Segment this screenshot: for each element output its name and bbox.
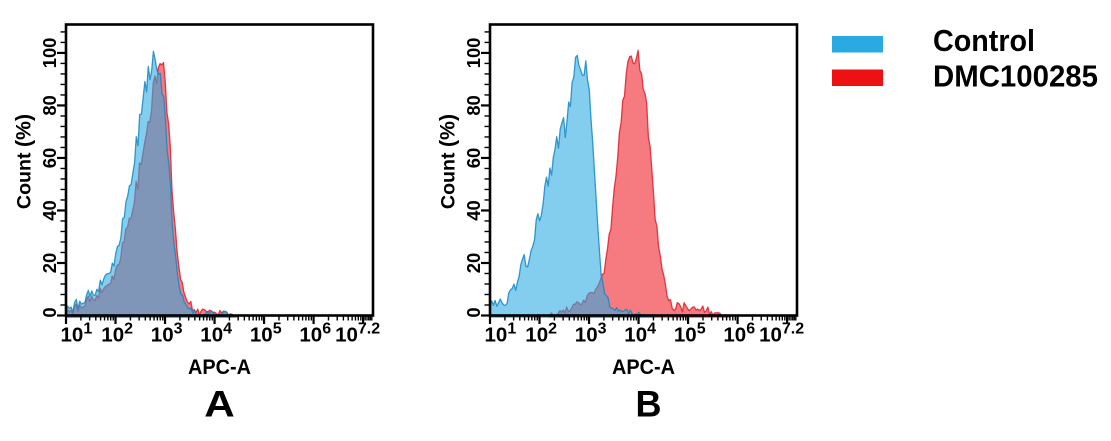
- svg-text:B: B: [636, 384, 662, 425]
- svg-text:0: 0: [463, 307, 484, 317]
- svg-text:40: 40: [39, 200, 60, 220]
- svg-text:A: A: [204, 384, 235, 425]
- svg-text:101: 101: [61, 320, 93, 346]
- svg-text:Count (%): Count (%): [12, 114, 36, 209]
- svg-text:40: 40: [463, 200, 484, 220]
- svg-text:107.2: 107.2: [335, 320, 380, 346]
- svg-text:20: 20: [463, 253, 484, 273]
- svg-text:60: 60: [39, 148, 60, 168]
- svg-text:Count (%): Count (%): [436, 114, 460, 209]
- svg-text:100: 100: [39, 38, 60, 69]
- svg-text:DMC100285: DMC100285: [933, 59, 1098, 94]
- svg-text:APC-A: APC-A: [612, 355, 675, 379]
- svg-text:Control: Control: [933, 23, 1035, 58]
- svg-text:20: 20: [39, 253, 60, 273]
- svg-text:0: 0: [39, 307, 60, 317]
- svg-text:APC-A: APC-A: [188, 355, 251, 379]
- svg-text:60: 60: [463, 148, 484, 168]
- svg-text:80: 80: [463, 95, 484, 115]
- svg-text:80: 80: [39, 95, 60, 115]
- svg-text:100: 100: [463, 38, 484, 69]
- svg-text:105: 105: [674, 320, 706, 346]
